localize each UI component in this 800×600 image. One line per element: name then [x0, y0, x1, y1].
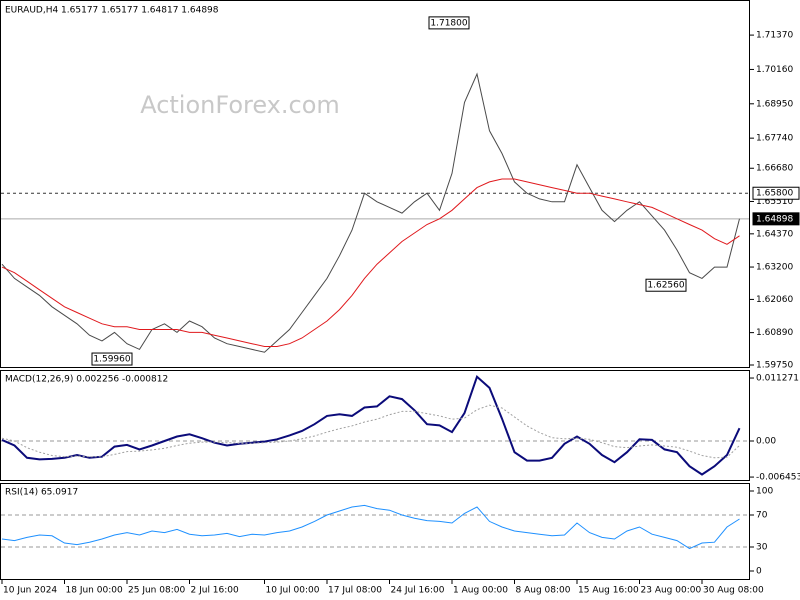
x-tick-label: 8 Aug 08:00	[516, 586, 571, 596]
y-tick-label: 0	[756, 567, 762, 577]
y-tick-label: 1.71370	[756, 31, 793, 41]
series-line	[1, 72, 740, 353]
macd-panel	[0, 370, 750, 481]
rsi-title: RSI(14) 65.0917	[5, 488, 78, 498]
y-tick-label: 1.67740	[756, 134, 793, 144]
series-line	[1, 404, 740, 459]
annotation-box	[428, 16, 470, 30]
price-panel	[0, 0, 750, 368]
y-tick-label: 0.00	[756, 437, 776, 447]
y-tick-label: 0.011271	[756, 374, 799, 384]
y-tick-label: 30	[756, 543, 768, 553]
x-tick-label: 2 Jul 16:00	[191, 586, 240, 596]
y-tick-label: 1.66680	[756, 164, 793, 174]
price-label: 1.64898	[756, 214, 793, 224]
x-tick-label: 18 Jun 00:00	[66, 586, 123, 596]
x-tick-label: 10 Jul 00:00	[266, 586, 320, 596]
y-tick-label: 1.60890	[756, 328, 793, 338]
annotation: 1.59960	[93, 355, 130, 365]
x-tick-label: 10 Jun 2024	[3, 586, 57, 596]
macd-title: MACD(12,26,9) 0.002256 -0.000812	[5, 375, 168, 385]
x-tick-label: 24 Jul 16:00	[391, 586, 445, 596]
price-label: 1.65800	[756, 189, 793, 199]
y-tick-label: -0.006453	[756, 473, 800, 483]
series-line	[1, 374, 741, 476]
x-tick-label: 1 Aug 00:00	[453, 586, 508, 596]
y-tick-label: 1.59750	[756, 361, 793, 371]
price-label-box	[752, 212, 800, 226]
y-tick-label: 70	[756, 511, 768, 521]
series-line	[1, 504, 740, 550]
y-tick-label: 100	[756, 487, 773, 497]
x-tick-label: 23 Aug 00:00	[641, 586, 702, 596]
annotation: 1.62560	[647, 281, 684, 291]
series-line	[1, 178, 740, 347]
x-tick-label: 25 Jun 08:00	[128, 586, 185, 596]
y-tick-label: 1.65510	[756, 197, 793, 207]
price-label-box	[752, 186, 800, 200]
watermark: ActionForex.com	[140, 91, 340, 119]
annotation: 1.71800	[430, 18, 467, 28]
y-tick-label: 1.68950	[756, 99, 793, 109]
y-tick-label: 1.62060	[756, 295, 793, 305]
y-tick-label: 1.64370	[756, 229, 793, 239]
x-tick-label: 15 Aug 16:00	[578, 586, 639, 596]
y-tick-label: 1.63200	[756, 263, 793, 273]
rsi-panel	[0, 483, 750, 580]
annotation-box	[645, 278, 687, 292]
annotation-box	[91, 352, 133, 366]
x-tick-label: 17 Jul 08:00	[328, 586, 382, 596]
chart-title: EURAUD,H4 1.65177 1.65177 1.64817 1.6489…	[5, 6, 219, 16]
x-tick-label: 30 Aug 08:00	[703, 586, 764, 596]
y-tick-label: 1.70160	[756, 65, 793, 75]
